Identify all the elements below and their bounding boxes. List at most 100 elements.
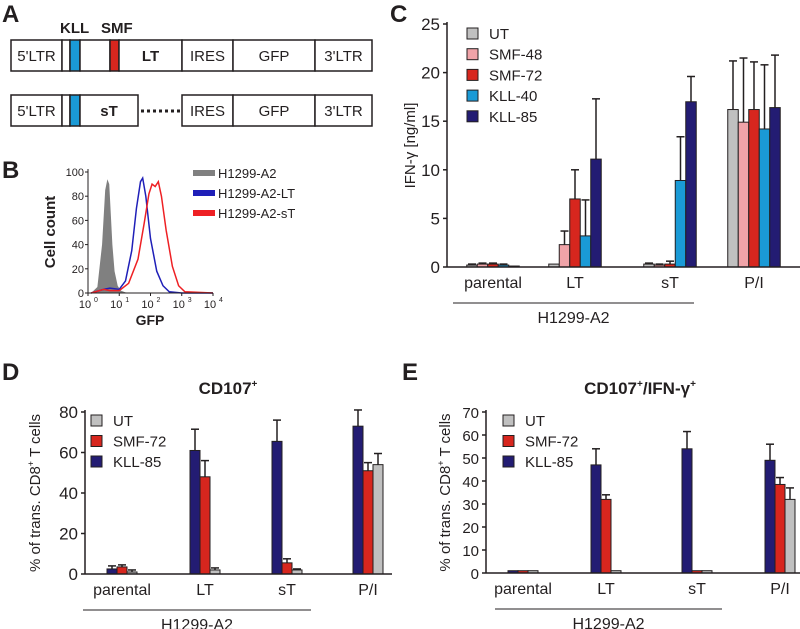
legend-swatch — [466, 110, 479, 123]
y-label-tail: T cells — [27, 414, 44, 461]
y-label-text: % of trans. CD8 — [27, 466, 44, 572]
y-axis-label: % of trans. CD8+ T cells — [436, 413, 454, 571]
construct-segment — [232, 94, 316, 127]
bar-kll-85-pi — [764, 459, 776, 574]
bar-kll-85-parental — [106, 568, 118, 575]
construct-segment — [181, 94, 234, 127]
y-tick-label: 0 — [471, 566, 479, 583]
legend-swatch — [502, 435, 515, 447]
legend-swatch — [466, 48, 479, 61]
panel-label-c: C — [390, 1, 407, 28]
y-tick-label: 0 — [431, 258, 440, 277]
segment-label: sT — [100, 103, 118, 120]
cd107-bar-chart: parental LT sT P/I 0 20 40 60 80 H1299-A2 UT SMF-72… — [26, 379, 392, 629]
legend-label: KLL-40 — [489, 88, 537, 105]
cd107-ifn-bar-chart: parental LT sT P/I 0 10 20 30 40 50 60 70 H1299-A2 UT… — [436, 379, 800, 629]
bar-ut-pi — [784, 498, 796, 574]
y-tick-label: 5 — [431, 209, 440, 228]
segment-label: IRES — [190, 103, 225, 120]
y-tick-label: 40 — [59, 484, 78, 503]
bar-smf-72-st — [281, 562, 293, 575]
kll-label: KLL — [60, 20, 89, 37]
flow-histogram: H1299-A2H1299-A2-LTH1299-A2-sT0204060801… — [42, 166, 295, 328]
segment-label: GFP — [259, 48, 290, 65]
y-tick-label: 0 — [78, 288, 84, 300]
y-tick-label: 40 — [72, 240, 84, 252]
y-tick-label: 10 — [421, 161, 440, 180]
legend-swatch — [466, 68, 479, 81]
x-tick-exponent: 0 — [94, 297, 98, 304]
y-tick-label: 15 — [421, 112, 440, 131]
construct-segment — [118, 39, 183, 72]
title-sup: + — [690, 379, 696, 390]
y-tick-label: 20 — [59, 525, 78, 544]
legend-label: SMF-72 — [489, 67, 542, 84]
y-label-sup: + — [436, 460, 446, 465]
legend-label: KLL-85 — [113, 454, 161, 471]
bar-ut-pi — [727, 109, 739, 268]
legend-swatch — [502, 414, 515, 427]
y-tick-label: 20 — [421, 64, 440, 83]
construct-segment — [314, 94, 373, 127]
legend-swatch — [90, 414, 103, 427]
y-tick-label: 80 — [59, 403, 78, 422]
legend-label: KLL-85 — [489, 109, 537, 126]
legend-label: H1299-A2-LT — [218, 186, 295, 201]
y-tick-label: 60 — [59, 444, 78, 463]
construct-segment — [79, 39, 111, 72]
ifn-gamma-bar-chart: parental LT sT P/I 0 5 10 15 20 25 H1299-A2 UT SMF-4… — [402, 15, 800, 327]
y-tick-label: 50 — [462, 451, 479, 468]
category-label: parental — [494, 581, 552, 598]
bar-kll-85-pi — [352, 425, 364, 575]
legend-swatch — [193, 190, 215, 196]
bar-ut-pi — [372, 464, 384, 575]
chart-title: CD107+ — [199, 379, 258, 398]
legend-label: UT — [525, 413, 545, 430]
bar-kll-85-lt — [189, 449, 201, 575]
bar-kll-85-pi — [769, 107, 781, 268]
x-tick-label: 10 — [204, 299, 216, 311]
x-tick-label: 10 — [110, 299, 122, 311]
segment-label: GFP — [259, 103, 290, 120]
segment-label: 5'LTR — [17, 103, 56, 120]
y-tick-label: 0 — [69, 565, 78, 584]
category-label: P/I — [358, 582, 378, 599]
category-label: sT — [688, 581, 706, 598]
legend-swatch — [90, 435, 103, 447]
category-label: sT — [661, 275, 679, 292]
category-label: LT — [597, 581, 615, 598]
title-text: CD107 — [584, 379, 637, 398]
legend-swatch — [193, 170, 215, 176]
category-label: parental — [464, 275, 522, 292]
kll-epitope-box — [69, 94, 81, 127]
bar-kll-85-lt — [590, 464, 602, 574]
smf-label: SMF — [101, 20, 133, 37]
construct-row-st: 5'LTR sT IRES GFP 3'LTR — [10, 94, 373, 127]
y-tick-label: 20 — [462, 520, 479, 537]
y-label-sup: + — [26, 461, 36, 466]
y-tick-label: 10 — [462, 543, 479, 560]
segment-label: 3'LTR — [324, 48, 363, 65]
bar-smf-72-pi — [748, 109, 760, 268]
y-axis-label: Cell count — [42, 196, 59, 269]
construct-segment — [61, 94, 71, 127]
bar-smf-72-lt — [199, 476, 211, 575]
construct-diagram: KLL SMF 5'LTR LT IRES GFP 3'LTR 5'LTR sT IRES G… — [10, 20, 373, 127]
panel-label-e: E — [402, 359, 418, 386]
bar-kll-85-st — [271, 440, 283, 575]
group-label: H1299-A2 — [572, 616, 644, 629]
construct-segment — [181, 39, 234, 72]
bar-smf-72-pi — [362, 470, 374, 575]
legend-label: SMF-72 — [113, 434, 166, 451]
bar-kll-85-st — [685, 101, 697, 268]
bar-smf-72-pi — [774, 483, 786, 574]
title-sup: + — [252, 379, 258, 390]
legend-label: UT — [489, 26, 509, 43]
legend-swatch — [466, 27, 479, 40]
legend-swatch — [193, 210, 215, 216]
histogram-h1299-a2 — [91, 179, 132, 293]
panel-label-b: B — [2, 157, 19, 184]
bar-smf-48-pi — [737, 121, 750, 268]
y-label-text: % of trans. CD8 — [437, 466, 454, 572]
